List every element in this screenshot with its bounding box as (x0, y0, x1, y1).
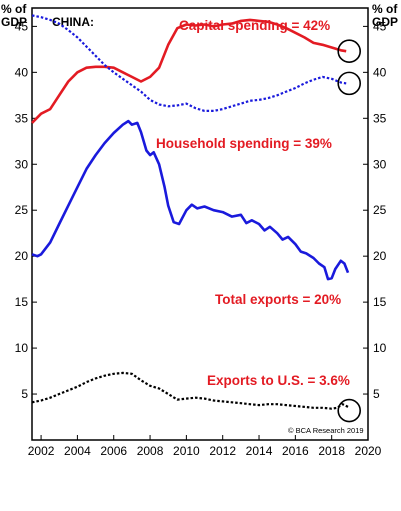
series-line-2 (31, 119, 350, 281)
x-tick-label: 2004 (64, 444, 91, 458)
series-label-capital-spending: Capital spending = 42% (179, 18, 330, 33)
y-tick-right-label: 10 (373, 341, 387, 355)
source-note: © BCA Research 2019 (288, 426, 364, 435)
y-unit-right-line-2: GDP (372, 15, 398, 29)
y-axis-right: 5 10 15 20 25 30 35 40 45 (363, 19, 387, 401)
x-tick-label: 2008 (137, 444, 164, 458)
y-tick-right-label: 15 (373, 295, 387, 309)
y-tick-left-label: 20 (15, 249, 29, 263)
plot-frame (31, 7, 369, 441)
y-tick-left-label: 40 (15, 65, 29, 79)
series-label-exports-to-us: Exports to U.S. = 3.6% (207, 373, 350, 388)
series-line-1 (31, 14, 347, 112)
x-tick-label: 2014 (246, 444, 273, 458)
y-tick-left-label: 5 (21, 387, 28, 401)
x-tick-label: 2002 (28, 444, 55, 458)
y-tick-right-label: 35 (373, 111, 387, 125)
x-tick-label: 2010 (173, 444, 200, 458)
highlight-circle (337, 39, 362, 64)
y-tick-left-label: 15 (15, 295, 29, 309)
series-line-0 (31, 18, 347, 124)
series-line-3 (31, 371, 349, 410)
y-tick-left-label: 35 (15, 111, 29, 125)
y-tick-right-label: 45 (373, 19, 387, 33)
y-tick-right-label: 20 (373, 249, 387, 263)
y-unit-right-line-1: % of (372, 2, 398, 16)
x-tick-label: 2018 (318, 444, 345, 458)
y-unit-left-line-1: % of (1, 2, 27, 16)
y-axis-left: 5 10 15 20 25 30 35 40 45 (15, 19, 37, 401)
y-tick-left-label: 25 (15, 203, 29, 217)
y-unit-label-right: % of GDP (372, 2, 398, 29)
y-tick-right-label: 5 (373, 387, 380, 401)
series-lines (31, 14, 350, 410)
highlight-circle (337, 71, 362, 96)
y-tick-left-label: 45 (15, 19, 29, 33)
highlight-markers (337, 39, 362, 423)
x-axis: 2002 2004 2006 2008 2010 2012 2014 2016 2018 2020 (28, 435, 382, 458)
y-tick-left-label: 30 (15, 157, 29, 171)
y-tick-right-label: 40 (373, 65, 387, 79)
y-tick-right-label: 30 (373, 157, 387, 171)
chart-title: CHINA: (52, 15, 94, 29)
x-tick-label: 2006 (100, 444, 127, 458)
y-unit-left-line-2: GDP (1, 15, 27, 29)
y-tick-right-label: 25 (373, 203, 387, 217)
x-tick-label: 2012 (209, 444, 236, 458)
y-tick-left-label: 10 (15, 341, 29, 355)
series-label-total-exports: Total exports = 20% (215, 292, 341, 307)
y-unit-label-left: % of GDP (1, 2, 27, 29)
highlight-circle (337, 398, 362, 423)
x-tick-label: 2016 (282, 444, 309, 458)
x-tick-label: 2020 (355, 444, 382, 458)
series-label-household-spending: Household spending = 39% (156, 136, 332, 151)
